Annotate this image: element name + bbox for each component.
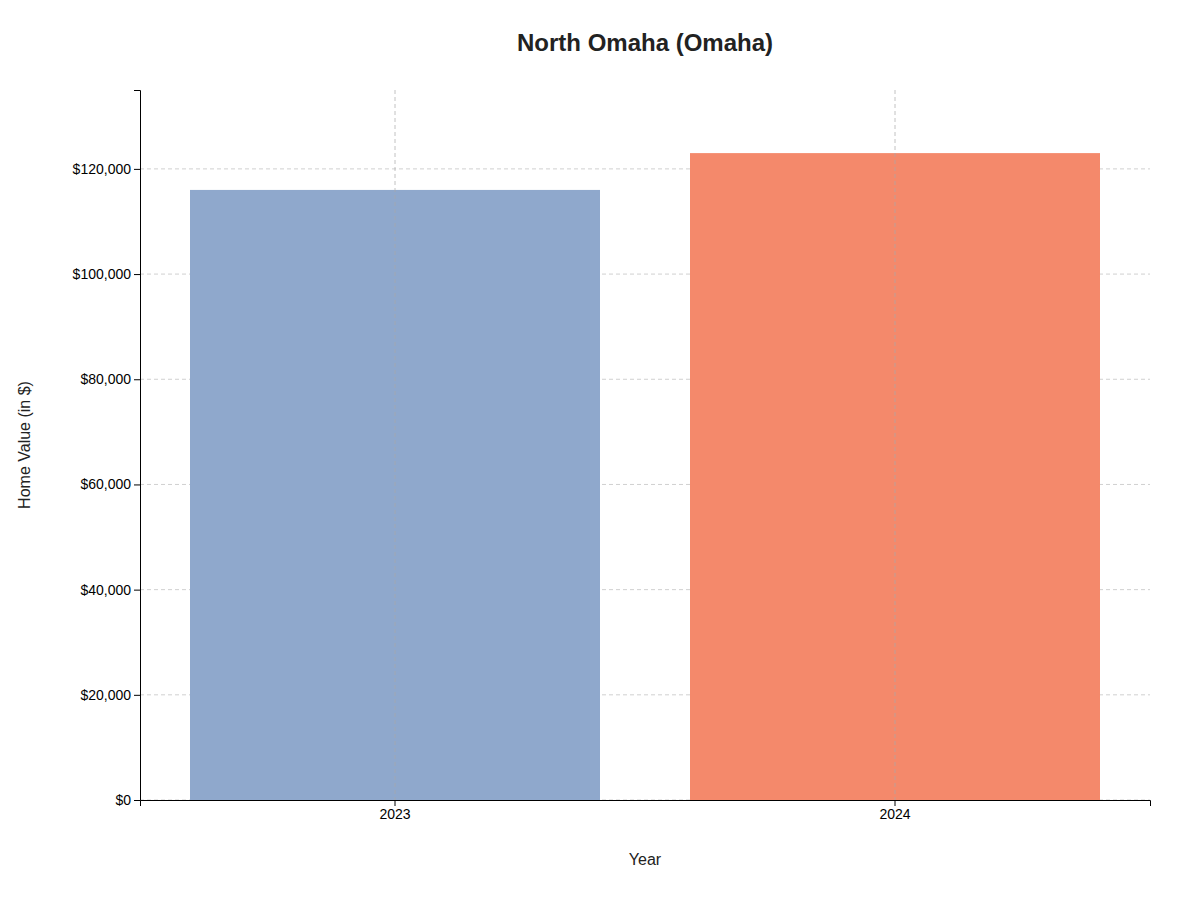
- y-tick-mark: [134, 169, 140, 170]
- y-tick: $20,000: [80, 687, 140, 703]
- x-grid-line: [895, 90, 896, 800]
- y-axis-title: Home Value (in $): [16, 381, 33, 509]
- y-axis-line: [134, 91, 141, 801]
- y-tick-label: $0: [115, 792, 131, 808]
- y-tick: $60,000: [80, 476, 140, 492]
- y-tick-mark: [134, 274, 140, 275]
- y-tick-label: $80,000: [80, 371, 131, 387]
- chart-title: North Omaha (Omaha): [517, 29, 773, 56]
- plot-area: 2023 2024 $0 $20,000 $40,000 $60,000 $80,000 $1…: [73, 90, 1151, 822]
- x-grid-line: [395, 90, 396, 800]
- x-axis: 2023 2024: [141, 800, 1151, 822]
- x-grid: [395, 90, 895, 800]
- y-tick-mark: [134, 800, 140, 801]
- x-tick: 2023: [379, 800, 410, 822]
- x-axis-line: [141, 801, 1151, 807]
- y-tick-label: $40,000: [80, 582, 131, 598]
- y-tick-mark: [134, 695, 140, 696]
- chart-svg: 2023 2024 $0 $20,000 $40,000 $60,000 $80,000 $1…: [0, 0, 1200, 900]
- x-tick-label: 2024: [879, 806, 910, 822]
- y-tick-label: $60,000: [80, 476, 131, 492]
- y-tick-label: $100,000: [73, 266, 132, 282]
- y-tick-label: $20,000: [80, 687, 131, 703]
- y-tick-label: $120,000: [73, 161, 132, 177]
- y-tick: $0: [115, 792, 140, 808]
- y-tick: $40,000: [80, 582, 140, 598]
- y-tick-mark: [134, 484, 140, 485]
- x-tick: 2024: [879, 800, 910, 822]
- bars: [190, 153, 1100, 800]
- y-tick: $80,000: [80, 371, 140, 387]
- y-tick: $120,000: [73, 161, 140, 177]
- y-axis: $0 $20,000 $40,000 $60,000 $80,000 $100,000 $1…: [73, 91, 141, 808]
- y-tick-mark: [134, 590, 140, 591]
- x-tick-label: 2023: [379, 806, 410, 822]
- x-axis-title: Year: [629, 851, 662, 868]
- y-tick-mark: [134, 379, 140, 380]
- y-tick: $100,000: [73, 266, 140, 282]
